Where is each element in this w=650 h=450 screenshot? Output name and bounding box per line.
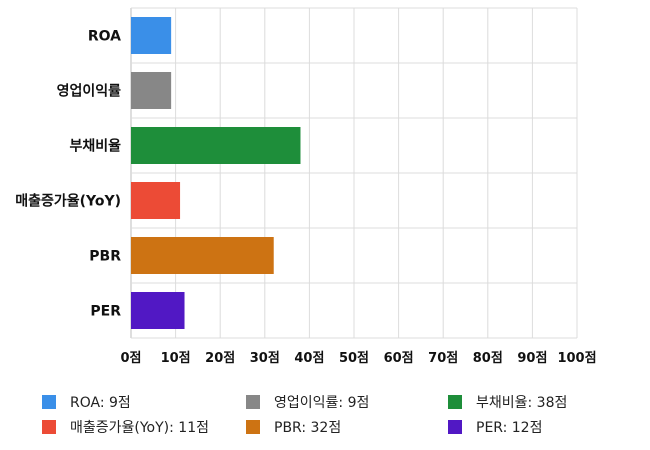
grid [130,7,578,339]
x-tick-label: 50점 [339,351,369,366]
category-label: ROA [88,29,121,45]
legend-swatch [448,420,462,434]
legend-label: ROA: 9점 [70,395,131,411]
legend-swatch [448,395,462,409]
legend-item: 부채비율: 38점 [448,392,567,412]
x-tick-label: 40점 [294,351,324,366]
x-tick-label: 20점 [205,351,235,366]
legend-swatch [246,395,260,409]
bar [131,237,274,274]
legend-item: ROA: 9점 [42,392,131,412]
bar [131,292,185,329]
x-tick-label: 90점 [517,351,547,366]
x-tick-label: 80점 [473,351,503,366]
legend-swatch [42,420,56,434]
legend-item: 매출증가율(YoY): 11점 [42,417,209,437]
legend-item: PER: 12점 [448,417,542,437]
legend-label: PER: 12점 [476,420,543,436]
bars [131,17,301,329]
x-axis-ticks: 0점 10점 20점 30점 40점 50점 60점 70점 80점 90점 100점 [120,351,596,366]
legend-label: 영업이익률: 9점 [274,395,370,411]
x-tick-label: 30점 [250,351,280,366]
legend-item: 영업이익률: 9점 [246,392,369,412]
legend-item: PBR: 32점 [246,417,341,437]
x-tick-label: 10점 [161,351,191,366]
category-label: 부채비율 [69,138,121,155]
legend-swatch [42,395,56,409]
category-label: PBR [89,249,121,265]
x-tick-label: 0점 [120,351,141,366]
bar [131,127,301,164]
legend-swatch [246,420,260,434]
legend-label: PBR: 32점 [274,420,342,436]
category-label: 매출증가율(YoY) [15,193,121,210]
category-label: 영업이익률 [57,83,122,100]
x-tick-label: 100점 [557,351,596,366]
legend-label: 매출증가율(YoY): 11점 [70,420,209,436]
x-tick-label: 70점 [428,351,458,366]
x-tick-label: 60점 [384,351,414,366]
bar [131,17,172,54]
legend-label: 부채비율: 38점 [476,395,568,411]
bar [131,72,172,109]
category-label: PER [90,304,121,320]
bar [131,182,181,219]
